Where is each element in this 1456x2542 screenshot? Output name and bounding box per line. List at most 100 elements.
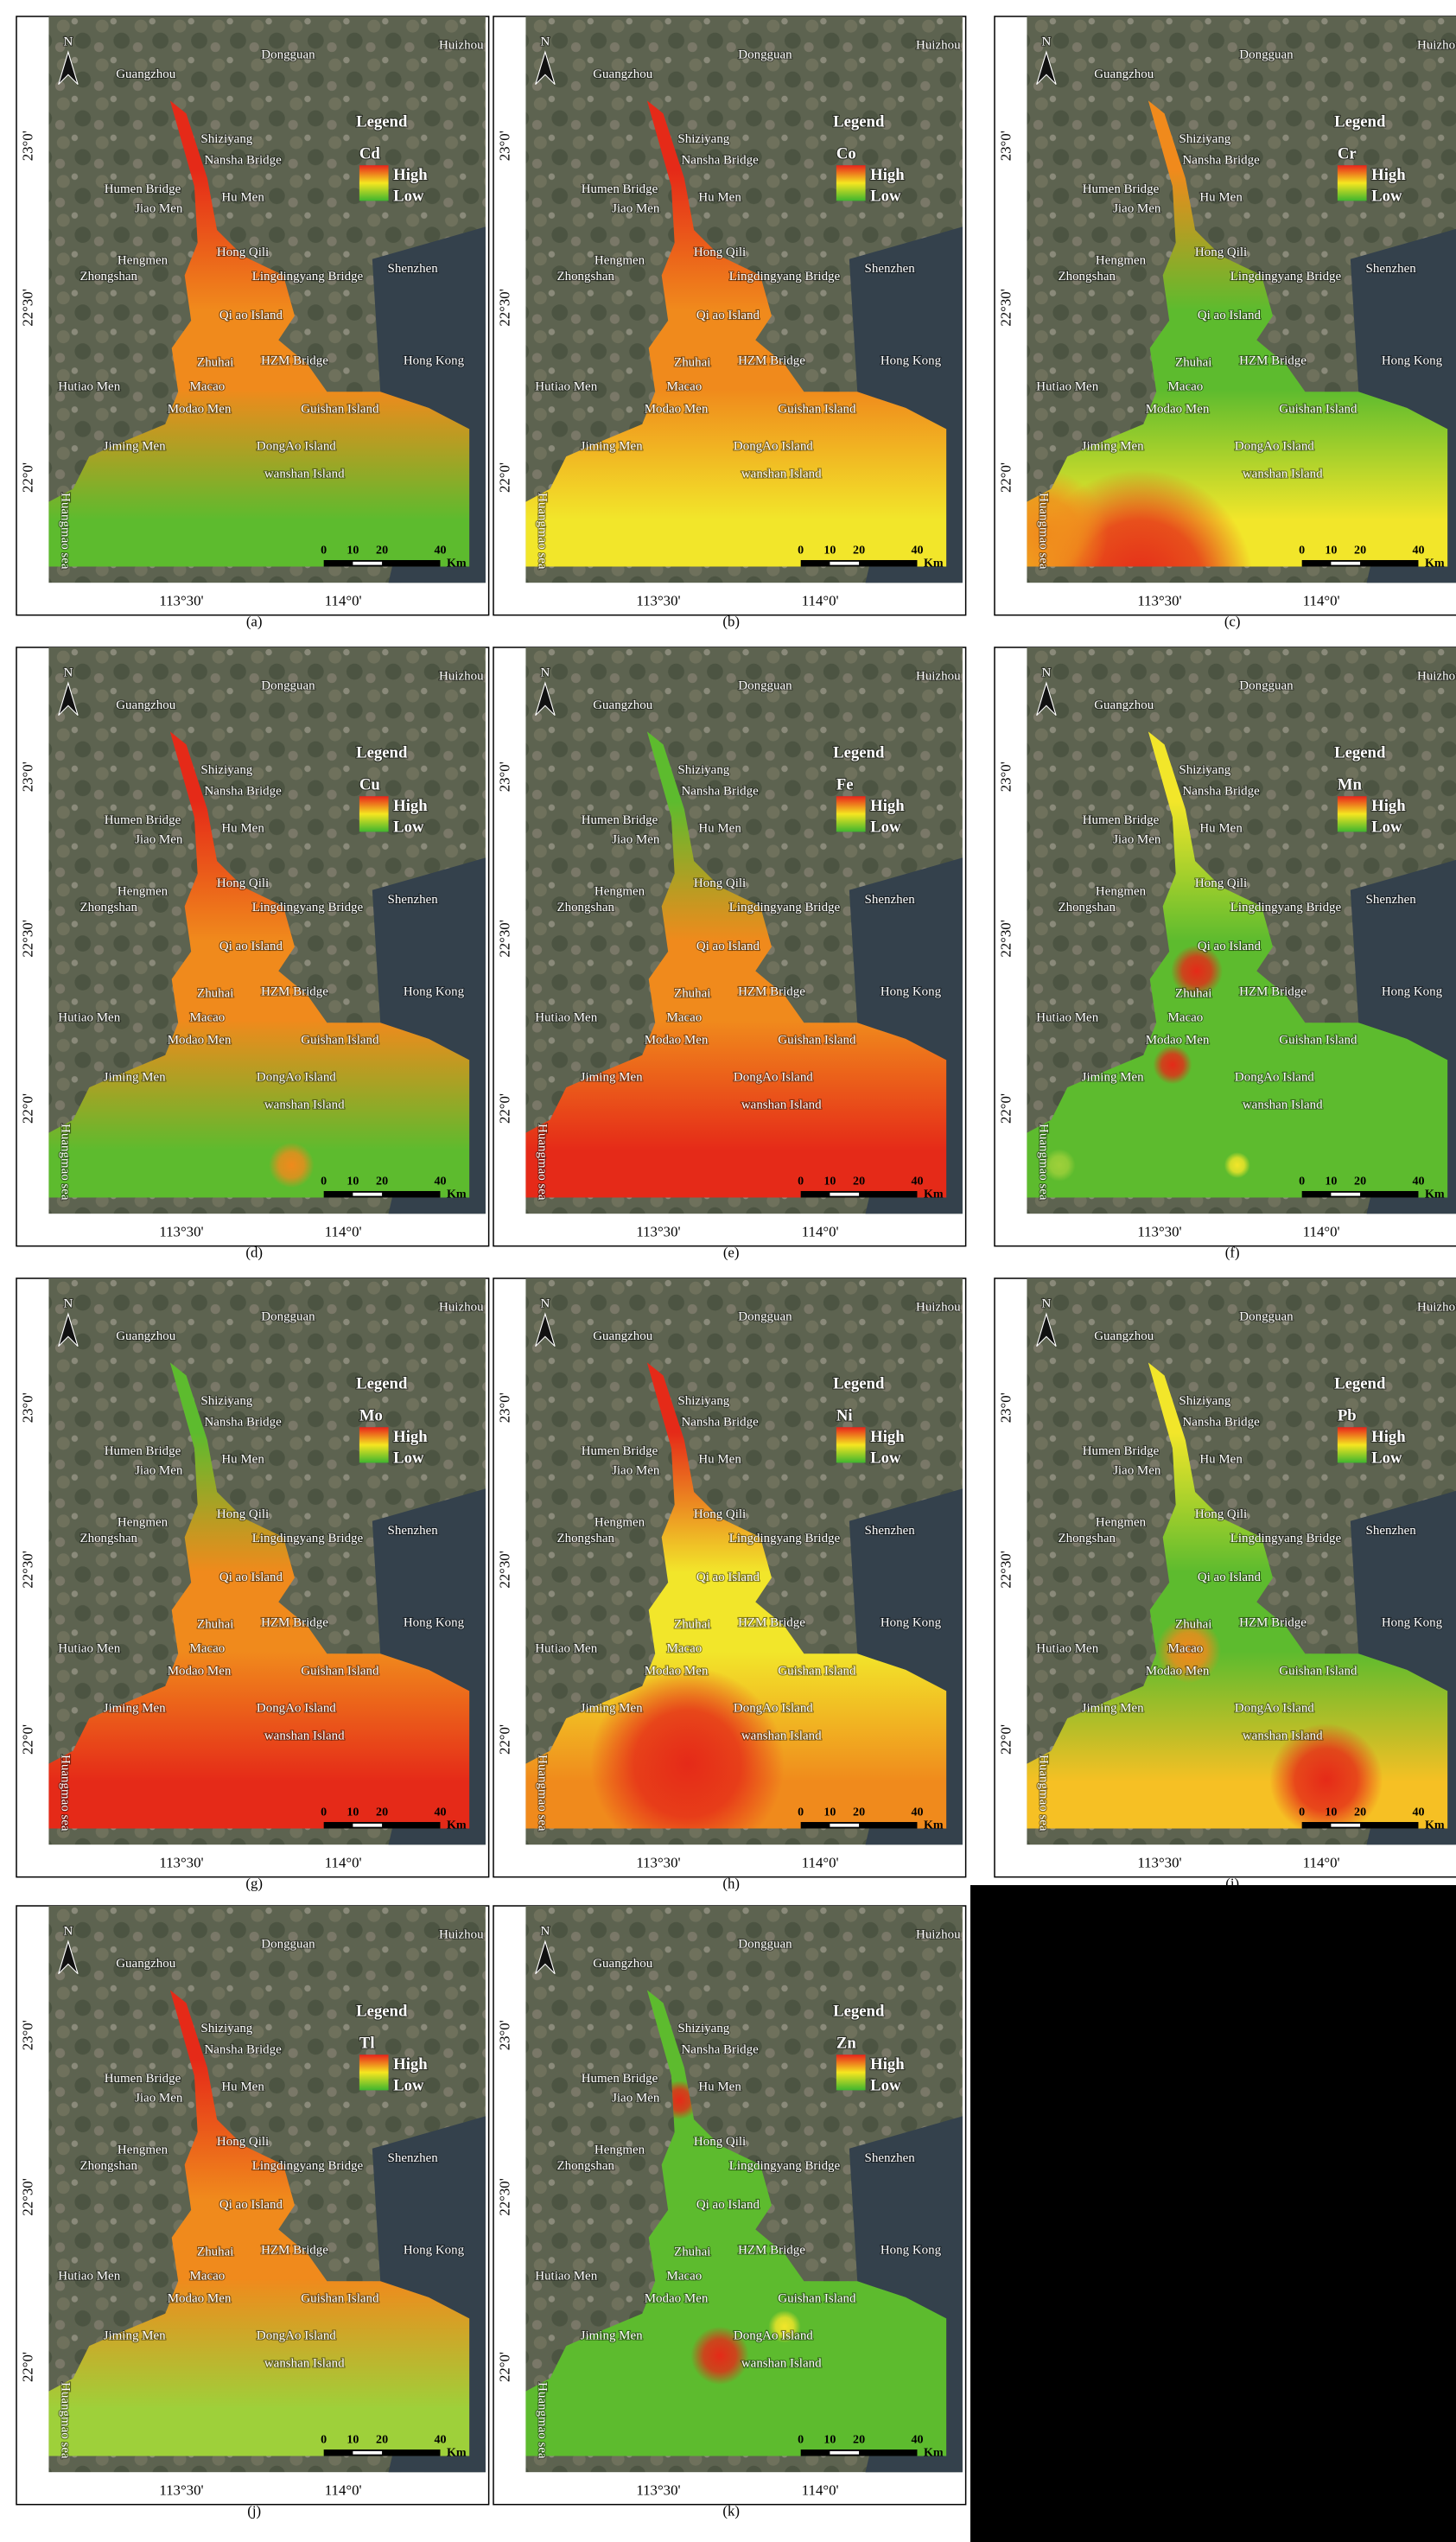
longitude-label: 113°30' [636, 1854, 680, 1870]
place-label: Shiziyang [200, 763, 252, 777]
place-label: Zhuhai [674, 1617, 710, 1631]
place-label: Lingdingyang Bridge [729, 901, 841, 914]
place-label: Lingdingyang Bridge [252, 270, 364, 284]
element-label: Cu [359, 776, 380, 794]
sea-label: Huangmao sea [1036, 493, 1050, 570]
scale-label: 0 [1299, 1806, 1305, 1819]
place-label: Jiao Men [612, 833, 660, 847]
place-label: wanshan Island [1243, 1730, 1323, 1743]
map-panel: N Guangzhou Dongguan Huizhou Shiziyang Nansha… [994, 16, 1456, 630]
place-label: Guangzhou [593, 698, 653, 712]
place-label: Hengmen [118, 2143, 168, 2157]
latitude-label: 22°30' [998, 289, 1014, 326]
scale-label: 40 [1412, 1806, 1424, 1819]
element-label: Mn [1338, 776, 1363, 794]
map-panel: N Guangzhou Dongguan Huizhou Shiziyang Nansha… [16, 16, 490, 630]
place-label: Jiao Men [1113, 833, 1161, 847]
place-label: HZM Bridge [261, 984, 328, 998]
longitude-label: 114°0' [802, 1223, 839, 1239]
scale-bar-segment [353, 1192, 383, 1196]
place-label: Hong Kong [1382, 984, 1443, 998]
place-label: Nansha Bridge [204, 153, 282, 167]
scale-bar [1301, 1821, 1419, 1829]
legend-title: Legend [833, 112, 885, 131]
place-label: Dongguan [738, 1938, 792, 1952]
place-label: Qi ao Island [1198, 940, 1262, 953]
place-label: Zhongshan [79, 1532, 137, 1545]
legend-low: Low [1371, 187, 1402, 205]
place-label: Hutiao Men [535, 1010, 597, 1024]
latitude-label: 22°30' [20, 1551, 36, 1588]
sea-label: Huangmao sea [58, 2382, 72, 2459]
legend-ramp [1337, 165, 1367, 201]
north-label: N [63, 1297, 73, 1311]
place-label: Zhuhai [674, 2245, 710, 2258]
place-label: HZM Bridge [1239, 1615, 1307, 1629]
place-label: Jiming Men [581, 440, 643, 454]
legend-low: Low [870, 1449, 901, 1467]
scale-bar-segment [353, 1823, 383, 1827]
place-label: Zhuhai [1175, 355, 1211, 369]
scale-label: 20 [1354, 1806, 1366, 1819]
element-label: Cr [1338, 145, 1357, 163]
sea-label: Huangmao sea [535, 2382, 549, 2459]
place-label: Humen Bridge [105, 2072, 181, 2086]
place-label: Jiming Men [1082, 1071, 1144, 1085]
place-label: Hengmen [594, 253, 645, 267]
place-label: Guishan Island [301, 403, 379, 417]
legend-title: Legend [1334, 743, 1386, 761]
place-label: Lingdingyang Bridge [1230, 270, 1342, 284]
legend-title: Legend [833, 2002, 885, 2020]
legend-high: High [870, 797, 905, 815]
place-label: Shiziyang [1179, 1394, 1230, 1408]
scale-label: 40 [911, 544, 923, 557]
place-label: Humen Bridge [582, 182, 658, 196]
panel-caption: (g) [245, 1876, 263, 1892]
place-label: Shiziyang [677, 132, 729, 146]
latitude-label: 22°30' [497, 1551, 513, 1588]
legend-low: Low [870, 818, 901, 836]
scale-label: 40 [434, 1175, 446, 1188]
panel-caption: (a) [246, 614, 263, 630]
place-label: Guishan Island [301, 1034, 379, 1048]
place-label: Huizhou [1417, 669, 1456, 683]
place-label: Shenzhen [1366, 893, 1417, 907]
place-label: Dongguan [1239, 1310, 1294, 1324]
place-label: Humen Bridge [105, 182, 181, 196]
place-label: Guangzhou [116, 1957, 176, 1971]
place-label: Jiao Men [1113, 1464, 1161, 1478]
place-label: Jiao Men [135, 1464, 183, 1478]
legend-high: High [870, 1428, 905, 1446]
place-label: wanshan Island [264, 468, 345, 481]
scale-label: 10 [347, 544, 359, 557]
place-label: Lingdingyang Bridge [729, 1532, 841, 1545]
panel-caption: (i) [1225, 1876, 1239, 1892]
place-label: Hong Qili [217, 876, 269, 890]
place-label: Huizhou [1417, 38, 1456, 52]
hotspot [1156, 1618, 1222, 1683]
place-label: Modao Men [168, 2292, 232, 2306]
place-label: Shiziyang [677, 2022, 729, 2036]
sea-label: Huangmao sea [535, 493, 549, 570]
scale-label: 0 [321, 544, 327, 557]
place-label: Hutiao Men [1036, 1641, 1098, 1655]
place-label: Hong Kong [881, 354, 942, 367]
place-label: Hutiao Men [535, 379, 597, 393]
sea-label: Huangmao sea [58, 493, 72, 570]
scale-label: 20 [853, 1175, 865, 1188]
scale-bar [800, 2449, 918, 2456]
latitude-label: 22°0' [998, 462, 1014, 493]
latitude-label: 22°30' [998, 1551, 1014, 1588]
place-label: Shenzhen [865, 2151, 916, 2165]
place-label: Qi ao Island [219, 2198, 283, 2212]
longitude-label: 114°0' [802, 1854, 839, 1870]
place-label: Zhongshan [556, 270, 614, 284]
latitude-label: 22°0' [20, 1093, 36, 1124]
estuary-surface [1027, 731, 1448, 1198]
scale-bar-segment [830, 1823, 860, 1827]
place-label: Jiming Men [104, 440, 166, 454]
place-label: Zhongshan [556, 901, 614, 914]
place-label: wanshan Island [1243, 1099, 1323, 1112]
place-label: Zhuhai [197, 1617, 233, 1631]
place-label: Zhuhai [1175, 1617, 1211, 1631]
